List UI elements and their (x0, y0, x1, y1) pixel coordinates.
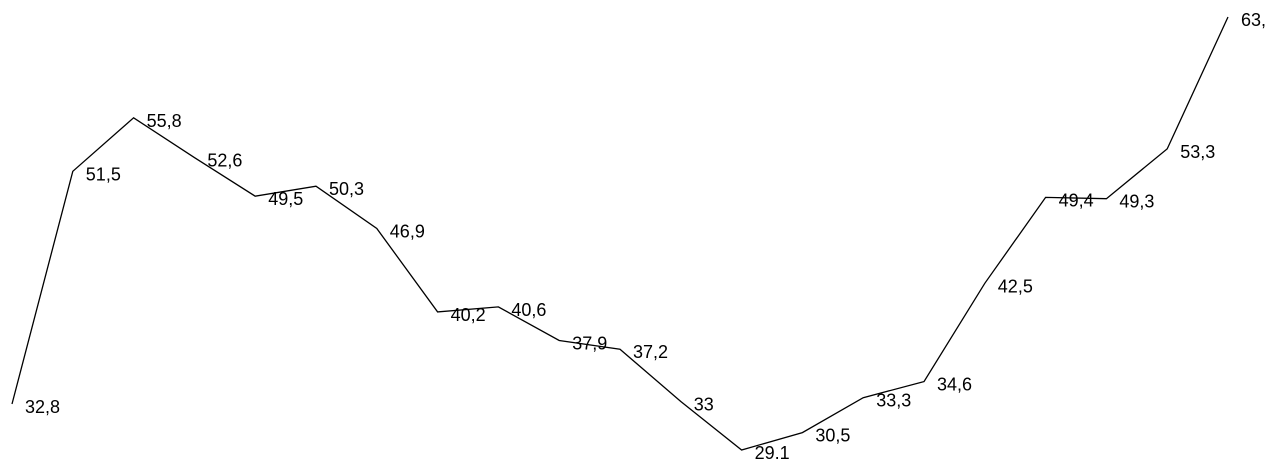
data-label: 51,5 (86, 164, 121, 184)
data-label: 52,6 (207, 151, 242, 171)
data-label: 33 (694, 395, 714, 415)
data-label: 53,3 (1180, 142, 1215, 162)
data-label: 33,3 (876, 391, 911, 411)
data-label: 37,9 (572, 334, 607, 354)
data-label: 46,9 (390, 222, 425, 242)
data-label: 63,9 (1241, 10, 1265, 30)
data-label: 49,5 (268, 189, 303, 209)
data-labels: 32,8 51,5 55,8 52,6 49,5 50,3 46,9 40,2 40,6 37,9… (25, 10, 1265, 459)
data-label: 32,8 (25, 397, 60, 417)
data-label: 40,2 (451, 305, 486, 325)
series-layer (11, 16, 1229, 451)
data-label: 40,6 (511, 300, 546, 320)
data-label: 29,1 (755, 443, 790, 459)
data-label: 37,2 (633, 342, 668, 362)
data-label: 49,3 (1119, 192, 1154, 212)
series-line (11, 16, 1229, 451)
data-label: 34,6 (937, 375, 972, 395)
data-label: 49,4 (1059, 190, 1094, 210)
data-label: 42,5 (998, 276, 1033, 296)
data-label: 30,5 (815, 426, 850, 446)
data-label: 50,3 (329, 179, 364, 199)
data-label: 55,8 (147, 111, 182, 131)
